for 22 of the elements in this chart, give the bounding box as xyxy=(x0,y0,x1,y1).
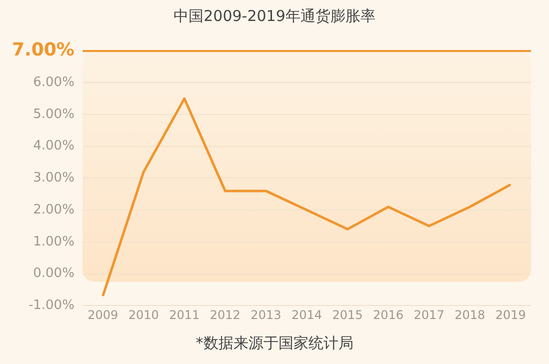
x-tick-label: 2019 xyxy=(495,308,526,322)
y-tick-label: 5.00% xyxy=(33,106,74,122)
y-tick-label: 3.00% xyxy=(33,170,74,186)
y-tick-label: 1.00% xyxy=(33,234,74,250)
x-tick-label: 2014 xyxy=(291,308,322,322)
chart-title: 中国2009-2019年通货膨胀率 xyxy=(172,6,376,27)
x-tick-label: 2009 xyxy=(88,308,118,322)
y-tick-label: 4.00% xyxy=(33,138,74,154)
x-tick-label: 2016 xyxy=(373,308,404,322)
y-tick-label: -1.00% xyxy=(28,298,74,313)
x-tick-label: 2012 xyxy=(210,308,240,322)
y-tick-label: 7.00% xyxy=(12,39,74,60)
x-tick-label: 2015 xyxy=(332,308,363,322)
y-tick-label: 2.00% xyxy=(33,202,74,218)
y-tick-label: 6.00% xyxy=(33,75,74,90)
x-tick-label: 2017 xyxy=(414,308,444,322)
x-tick-label: 2011 xyxy=(169,308,200,322)
y-tick-label: 0.00% xyxy=(33,266,74,282)
text: *数据来源于国家统计局 xyxy=(194,333,354,354)
x-tick-label: 2018 xyxy=(454,308,486,322)
x-tick-label: 2013 xyxy=(250,308,282,322)
x-tick-label: 2010 xyxy=(128,308,159,322)
